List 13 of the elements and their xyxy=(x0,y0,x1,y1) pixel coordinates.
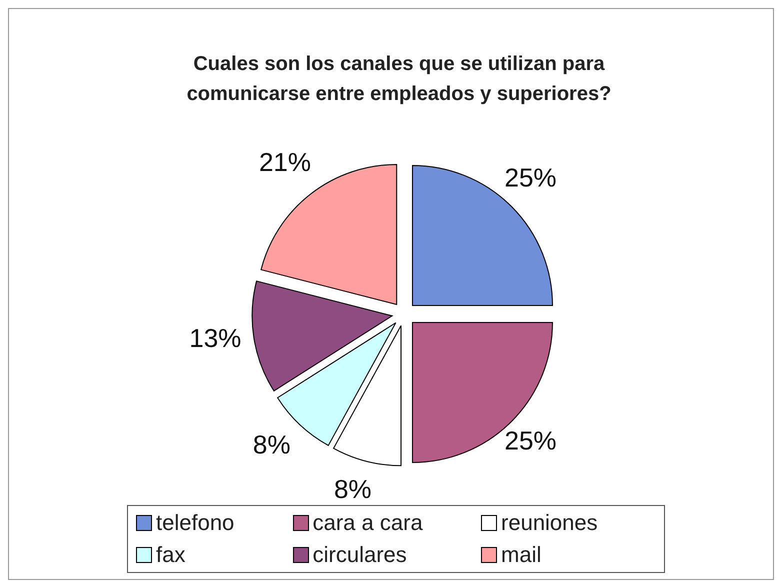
data-label: 8% xyxy=(334,474,372,504)
legend-label: fax xyxy=(156,542,186,568)
data-label: 21% xyxy=(258,147,312,178)
data-label: 25% xyxy=(504,162,557,192)
chart-title: Cuales son los canales que se utilizan para comunicarse entre empleados y superiores? xyxy=(186,52,612,107)
data-label: 8% xyxy=(252,430,290,460)
data-label: 13% xyxy=(189,323,242,354)
legend-label: telefono xyxy=(156,510,234,536)
legend-label: mail xyxy=(501,542,542,568)
legend-label: reuniones xyxy=(501,510,598,536)
legend-label: circulares xyxy=(312,542,407,568)
legend-label: cara a cara xyxy=(312,510,423,536)
data-label: 25% xyxy=(504,426,557,456)
